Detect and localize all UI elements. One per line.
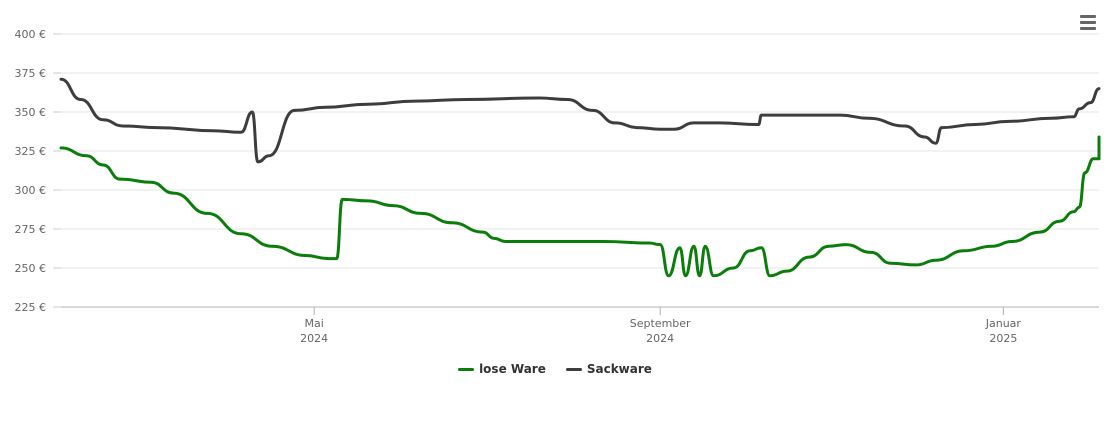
legend-swatch-sackware (565, 367, 582, 371)
x-tick-sublabel: 2024 (646, 332, 674, 345)
y-tick-label: 325 € (15, 145, 47, 158)
hamburger-menu-icon (1080, 15, 1096, 18)
x-tick-sublabel: 2024 (300, 332, 328, 345)
series-line-lose-ware[interactable] (59, 135, 1101, 278)
legend-label-lose-ware: lose Ware (479, 362, 546, 376)
y-tick-label: 275 € (15, 223, 47, 236)
y-tick-label: 375 € (15, 67, 47, 80)
x-tick-label: September (630, 317, 691, 330)
legend-label-sackware: Sackware (586, 362, 652, 376)
x-tick-label: Mai (305, 317, 324, 330)
y-tick-label: 400 € (15, 28, 47, 41)
x-tick-label: Januar (985, 317, 1022, 330)
chart-legend: lose Ware Sackware (0, 362, 1110, 376)
y-tick-label: 350 € (15, 106, 47, 119)
y-tick-label: 300 € (15, 184, 47, 197)
hamburger-menu-icon-bar (1080, 21, 1096, 24)
y-tick-label: 250 € (15, 262, 47, 275)
chart-menu-button[interactable] (1074, 10, 1102, 34)
grid-lines (61, 33, 1099, 269)
series-line-sackware[interactable] (59, 77, 1101, 164)
x-axis: Mai 2024 September 2024 Januar 2025 (61, 306, 1099, 345)
legend-item-lose-ware[interactable]: lose Ware (458, 362, 546, 376)
legend-item-sackware[interactable]: Sackware (565, 362, 652, 376)
legend-swatch-lose-ware (458, 367, 475, 371)
hamburger-menu-icon-bar (1080, 27, 1096, 30)
x-tick-sublabel: 2025 (989, 332, 1017, 345)
y-axis: 225 € 250 € 275 € 300 € 325 € 350 € 375 € 400 € (15, 28, 61, 314)
y-tick-label: 225 € (15, 301, 47, 314)
series-lines[interactable] (59, 77, 1101, 278)
